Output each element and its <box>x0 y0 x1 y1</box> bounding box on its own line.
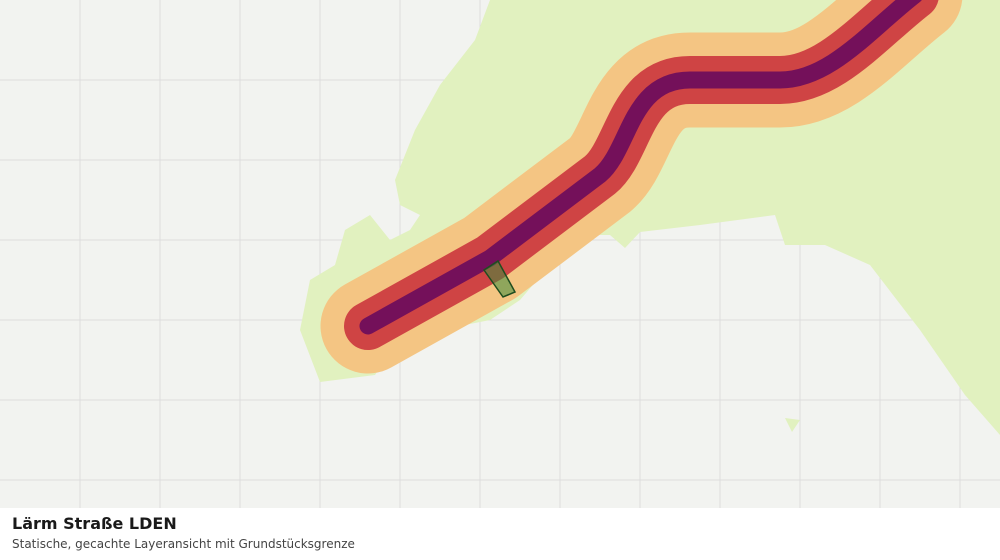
layer-title: Lärm Straße LDEN <box>12 514 177 533</box>
layer-subtitle: Statische, gecachte Layeransicht mit Gru… <box>12 537 355 551</box>
noise-road-bands <box>320 0 962 374</box>
noise-zone-fragment <box>785 418 800 432</box>
caption-panel: Lärm Straße LDEN Statische, gecachte Lay… <box>0 508 1000 560</box>
parcel-boundary[interactable] <box>482 259 517 298</box>
noise-band-75 <box>359 0 922 335</box>
map-view[interactable] <box>0 0 1000 508</box>
